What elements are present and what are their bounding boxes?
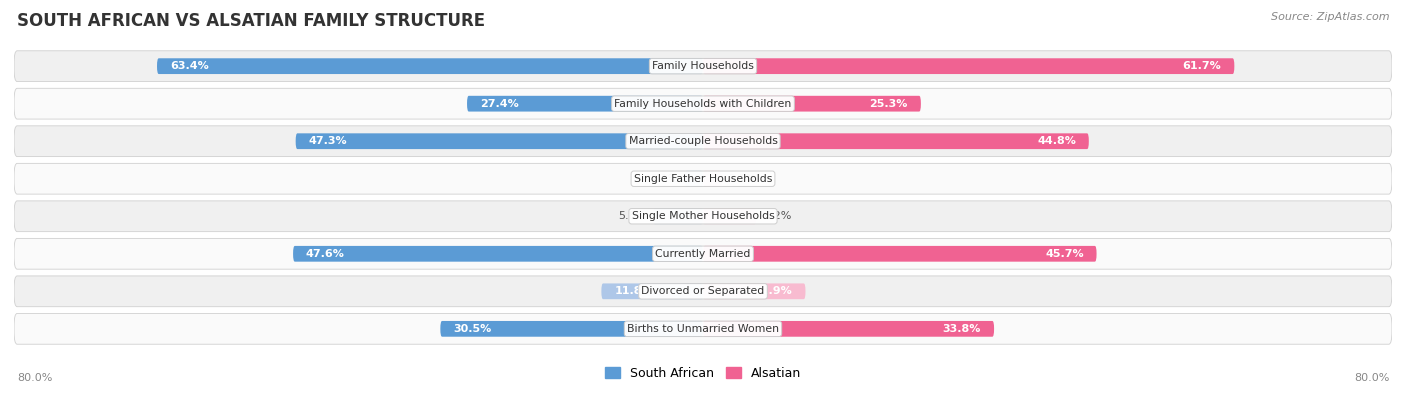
FancyBboxPatch shape — [440, 321, 703, 337]
FancyBboxPatch shape — [703, 209, 756, 224]
FancyBboxPatch shape — [703, 246, 1097, 261]
FancyBboxPatch shape — [467, 96, 703, 111]
FancyBboxPatch shape — [14, 239, 1392, 269]
FancyBboxPatch shape — [703, 58, 1234, 74]
FancyBboxPatch shape — [652, 209, 703, 224]
Text: 5.8%: 5.8% — [617, 211, 647, 221]
Text: 63.4%: 63.4% — [170, 61, 208, 71]
Text: Married-couple Households: Married-couple Households — [628, 136, 778, 146]
FancyBboxPatch shape — [703, 171, 721, 186]
Text: Single Mother Households: Single Mother Households — [631, 211, 775, 221]
Text: 47.6%: 47.6% — [307, 249, 344, 259]
Text: SOUTH AFRICAN VS ALSATIAN FAMILY STRUCTURE: SOUTH AFRICAN VS ALSATIAN FAMILY STRUCTU… — [17, 12, 485, 30]
Text: Currently Married: Currently Married — [655, 249, 751, 259]
Text: 61.7%: 61.7% — [1182, 61, 1222, 71]
FancyBboxPatch shape — [703, 134, 1088, 149]
Text: Single Father Households: Single Father Households — [634, 174, 772, 184]
FancyBboxPatch shape — [14, 126, 1392, 156]
FancyBboxPatch shape — [14, 276, 1392, 307]
FancyBboxPatch shape — [703, 96, 921, 111]
Text: 6.2%: 6.2% — [763, 211, 792, 221]
Text: 33.8%: 33.8% — [943, 324, 981, 334]
Text: 45.7%: 45.7% — [1045, 249, 1084, 259]
FancyBboxPatch shape — [703, 321, 994, 337]
Text: Divorced or Separated: Divorced or Separated — [641, 286, 765, 296]
Text: 30.5%: 30.5% — [453, 324, 492, 334]
Text: Source: ZipAtlas.com: Source: ZipAtlas.com — [1271, 12, 1389, 22]
FancyBboxPatch shape — [685, 171, 703, 186]
Text: Births to Unmarried Women: Births to Unmarried Women — [627, 324, 779, 334]
FancyBboxPatch shape — [292, 246, 703, 261]
FancyBboxPatch shape — [157, 58, 703, 74]
Text: 44.8%: 44.8% — [1038, 136, 1076, 146]
Text: 2.1%: 2.1% — [728, 174, 756, 184]
Text: 2.1%: 2.1% — [650, 174, 678, 184]
Text: 27.4%: 27.4% — [479, 99, 519, 109]
Text: 47.3%: 47.3% — [308, 136, 347, 146]
FancyBboxPatch shape — [703, 284, 806, 299]
FancyBboxPatch shape — [295, 134, 703, 149]
Text: 11.9%: 11.9% — [754, 286, 793, 296]
FancyBboxPatch shape — [14, 314, 1392, 344]
Text: 80.0%: 80.0% — [1354, 373, 1389, 383]
Text: 25.3%: 25.3% — [869, 99, 908, 109]
FancyBboxPatch shape — [14, 88, 1392, 119]
Text: 80.0%: 80.0% — [17, 373, 52, 383]
Legend: South African, Alsatian: South African, Alsatian — [599, 362, 807, 385]
Text: Family Households with Children: Family Households with Children — [614, 99, 792, 109]
FancyBboxPatch shape — [14, 164, 1392, 194]
FancyBboxPatch shape — [14, 201, 1392, 231]
Text: Family Households: Family Households — [652, 61, 754, 71]
Text: 11.8%: 11.8% — [614, 286, 652, 296]
FancyBboxPatch shape — [602, 284, 703, 299]
FancyBboxPatch shape — [14, 51, 1392, 81]
